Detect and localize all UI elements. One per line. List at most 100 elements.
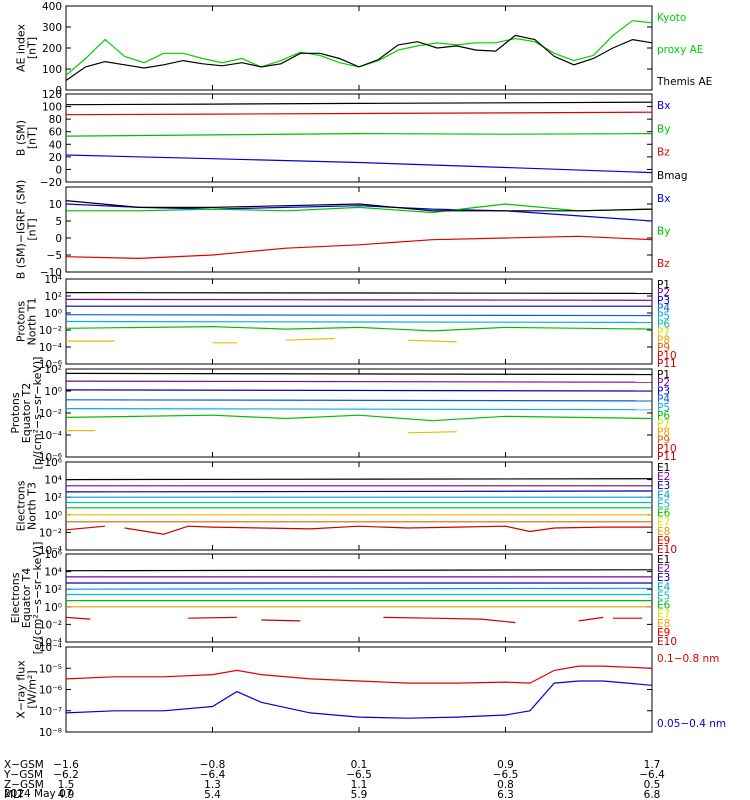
y-tick-label: 10⁴ [44, 274, 62, 286]
orbit-value: 5.4 [204, 789, 221, 800]
y-tick-label: 10⁰ [44, 386, 62, 398]
legend-entry: Kyoto [657, 12, 686, 24]
y-tick-label: −20 [40, 177, 62, 189]
series-p1 [65, 372, 653, 376]
legend-entry: E4 [657, 489, 671, 501]
legend-entry: Bx [657, 100, 670, 112]
legend-entry: E2 [657, 471, 670, 483]
series-e1 [65, 478, 653, 481]
series-p4 [65, 399, 653, 402]
series-by [66, 203, 653, 214]
legend-entry: P10 [657, 443, 677, 455]
y-tick-label: 10⁻⁸ [39, 727, 62, 739]
y-tick-label: 10⁻² [39, 619, 62, 631]
series-p5 [65, 320, 653, 323]
y-tick-label: 10² [44, 291, 62, 303]
y-tick-label: 10⁻⁴ [39, 342, 62, 354]
legend-entry: By [657, 123, 670, 135]
series-themis-ae [65, 34, 653, 81]
y-axis-label: [nT] [26, 127, 39, 149]
series-e3 [65, 490, 653, 493]
series-p4 [65, 314, 653, 317]
y-axis-label: Electrons [15, 480, 28, 531]
y-tick-label: 10 [49, 199, 62, 211]
legend-entry: P3 [657, 295, 670, 307]
y-axis-label: Equator T2 [20, 383, 33, 443]
orbit-value: 0.9 [497, 759, 514, 771]
orbit-value: −0.8 [200, 759, 226, 771]
orbit-value: 1.7 [644, 759, 661, 771]
legend-entry: Bx [657, 193, 670, 205]
legend-entry: P11 [657, 358, 677, 370]
y-tick-label: 10⁻² [39, 325, 62, 337]
legend-entry: E9 [657, 627, 670, 639]
legend-entry: E4 [657, 581, 671, 593]
y-axis-label: [e/(cm²−s−sr−keV)] [31, 542, 44, 655]
legend-entry: E3 [657, 480, 670, 492]
y-tick-label: 10⁻⁴ [39, 430, 62, 442]
legend-entry: E2 [657, 563, 670, 575]
legend-entry: P9 [657, 435, 670, 447]
legend-entry: Bz [657, 147, 670, 159]
series-p7 [66, 337, 457, 344]
orbit-value: 1.5 [58, 779, 75, 791]
legend-entry: P4 [657, 394, 670, 406]
y-tick-label: 10⁻⁴ [39, 545, 62, 557]
y-tick-label: 10⁻⁴ [39, 642, 62, 654]
y-tick-label: 400 [42, 1, 62, 13]
date-label: 2024 May 07 [4, 788, 72, 800]
legend-entry: Bz [657, 258, 670, 270]
y-tick-label: 10⁴ [44, 567, 62, 579]
orbit-row-label: Z−GSM [4, 779, 44, 791]
y-axis-label: Electrons [9, 572, 22, 623]
y-tick-label: 40 [49, 139, 62, 151]
legend-entry: P1 [657, 369, 670, 381]
series-p6 [65, 414, 653, 422]
legend-entry: P4 [657, 303, 670, 315]
orbit-value: 5.9 [351, 789, 368, 800]
orbit-value: 0.1 [351, 759, 368, 771]
series-bz [65, 111, 653, 116]
legend-entry: P7 [657, 418, 670, 430]
legend-entry: E8 [657, 618, 670, 630]
legend-entry: P3 [657, 385, 670, 397]
y-tick-label: 100 [42, 64, 62, 76]
panel-6-frame [65, 461, 653, 551]
series-p2 [65, 298, 653, 301]
legend-entry: E10 [657, 636, 677, 648]
legend-entry: P6 [657, 410, 670, 422]
legend-entry: P6 [657, 319, 670, 331]
legend-entry: E1 [657, 462, 670, 474]
series-p7 [66, 430, 457, 434]
orbit-value: 4.9 [58, 789, 75, 800]
y-tick-label: 300 [42, 22, 62, 34]
series-p1 [65, 292, 653, 294]
panel-8-frame [65, 646, 653, 733]
legend-entry: E7 [657, 517, 670, 529]
orbit-value: −6.4 [639, 769, 665, 781]
y-tick-label: 10⁰ [44, 308, 62, 320]
panel-7-frame [65, 553, 653, 643]
legend-entry: P2 [657, 287, 670, 299]
legend-entry: P2 [657, 377, 670, 389]
legend-entry: P8 [657, 334, 670, 346]
y-tick-label: 100 [42, 102, 62, 114]
y-axis-label: B (SM) [15, 120, 28, 156]
series-by [65, 132, 653, 137]
legend-entry: E1 [657, 554, 670, 566]
orbit-value: 0.8 [497, 779, 514, 791]
legend-entry: P5 [657, 311, 670, 323]
y-tick-label: 10⁴ [44, 475, 62, 487]
series-p5 [65, 408, 653, 411]
series-e1 [65, 569, 653, 572]
legend-entry: Bmag [657, 170, 688, 182]
legend-entry: Themis AE [656, 76, 712, 88]
y-axis-label: B (SM)−IGRF (SM) [15, 180, 28, 280]
series-bmag [65, 101, 653, 106]
y-tick-label: 10⁻⁶ [39, 685, 62, 697]
legend-entry: 0.05−0.4 nm [657, 718, 726, 730]
y-tick-label: 10² [44, 584, 62, 596]
y-tick-label: 10² [44, 492, 62, 504]
y-axis-label: North T3 [26, 482, 39, 530]
y-tick-label: 10² [44, 364, 62, 376]
